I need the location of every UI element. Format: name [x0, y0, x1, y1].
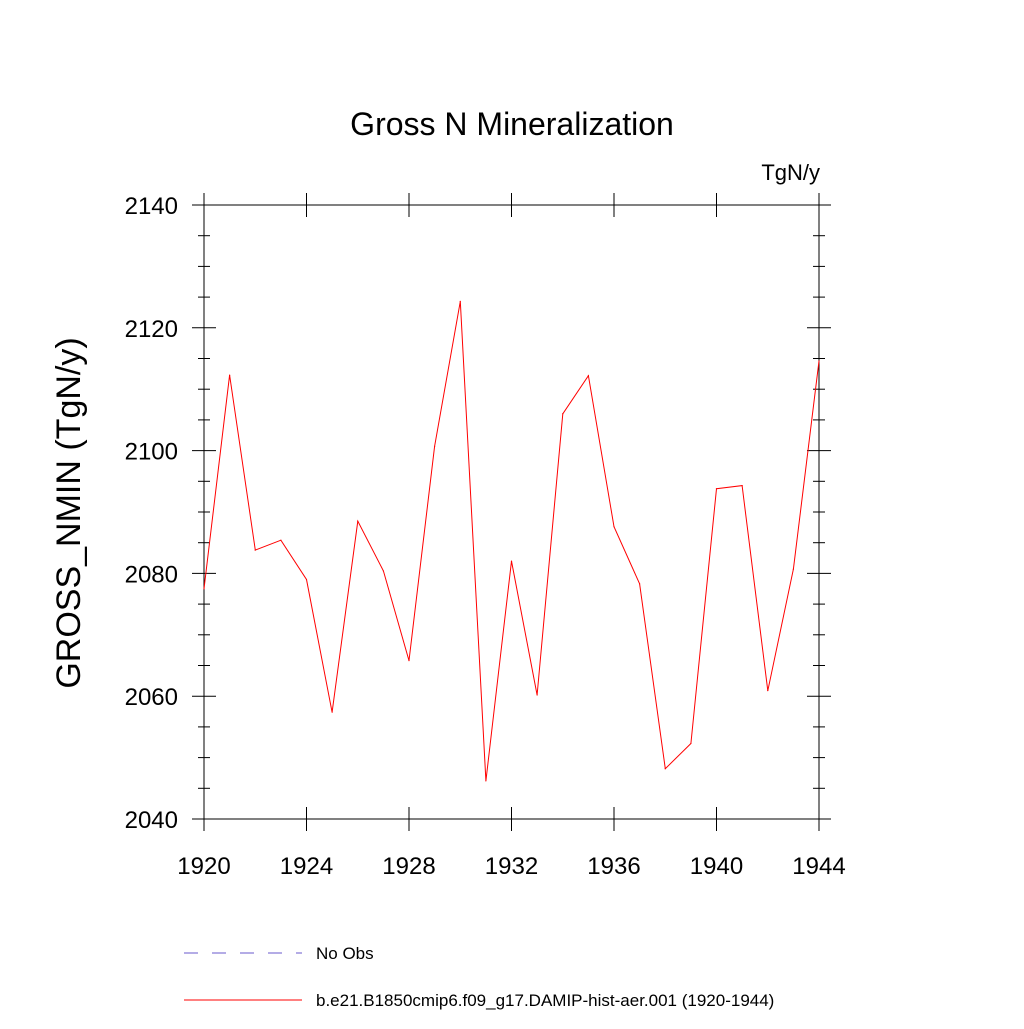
y-tick-label: 2100	[125, 439, 178, 466]
x-tick-label: 1940	[690, 853, 743, 880]
data-point	[357, 520, 359, 522]
data-point	[485, 780, 487, 782]
series-line-0	[203, 301, 820, 781]
legend-label-1: b.e21.B1850cmip6.f09_g17.DAMIP-hist-aer.…	[316, 991, 774, 1010]
data-point	[690, 742, 692, 745]
x-tick-label: 1924	[280, 853, 333, 880]
x-tick-label: 1936	[587, 853, 640, 880]
data-point	[280, 539, 282, 541]
x-tick-label: 1944	[792, 853, 845, 880]
plot-frame	[203, 204, 820, 820]
data-point	[510, 560, 513, 562]
axis-ticks	[192, 193, 831, 831]
data-point	[792, 568, 794, 570]
data-point	[408, 659, 410, 662]
y-tick-label: 2080	[125, 561, 178, 588]
data-point	[382, 570, 384, 572]
data-point	[536, 694, 538, 696]
data-point	[587, 375, 589, 377]
data-series	[203, 300, 820, 782]
data-point	[203, 588, 205, 590]
y-tick-label: 2040	[125, 807, 178, 834]
data-point	[613, 526, 615, 528]
data-point	[305, 578, 308, 581]
data-point	[459, 300, 461, 302]
axis-tick-labels: 2040 2060 2080 2100 2120 2140 1920 1924 1928 1932…	[125, 193, 846, 880]
data-point	[741, 484, 743, 487]
y-tick-label: 2120	[125, 316, 178, 343]
x-tick-label: 1928	[382, 853, 435, 880]
legend-label-0: No Obs	[316, 944, 374, 963]
data-point	[229, 374, 231, 376]
legend: No Obs b.e21.B1850cmip6.f09_g17.DAMIP-his…	[184, 944, 774, 1010]
units-label: TgN/y	[761, 160, 820, 185]
y-tick-label: 2060	[125, 684, 178, 711]
data-point	[254, 549, 256, 551]
data-point	[767, 690, 769, 692]
chart-title: Gross N Mineralization	[350, 106, 674, 142]
data-point	[562, 413, 564, 415]
data-point	[664, 768, 666, 770]
data-point	[715, 488, 718, 490]
data-point	[639, 583, 641, 585]
y-axis-label: GROSS_NMIN (TgN/y)	[50, 337, 88, 688]
x-tick-label: 1932	[485, 853, 538, 880]
data-point	[818, 360, 820, 362]
y-tick-label: 2140	[125, 193, 178, 220]
data-point	[331, 711, 333, 713]
x-tick-label: 1920	[177, 853, 230, 880]
data-point	[434, 445, 436, 447]
